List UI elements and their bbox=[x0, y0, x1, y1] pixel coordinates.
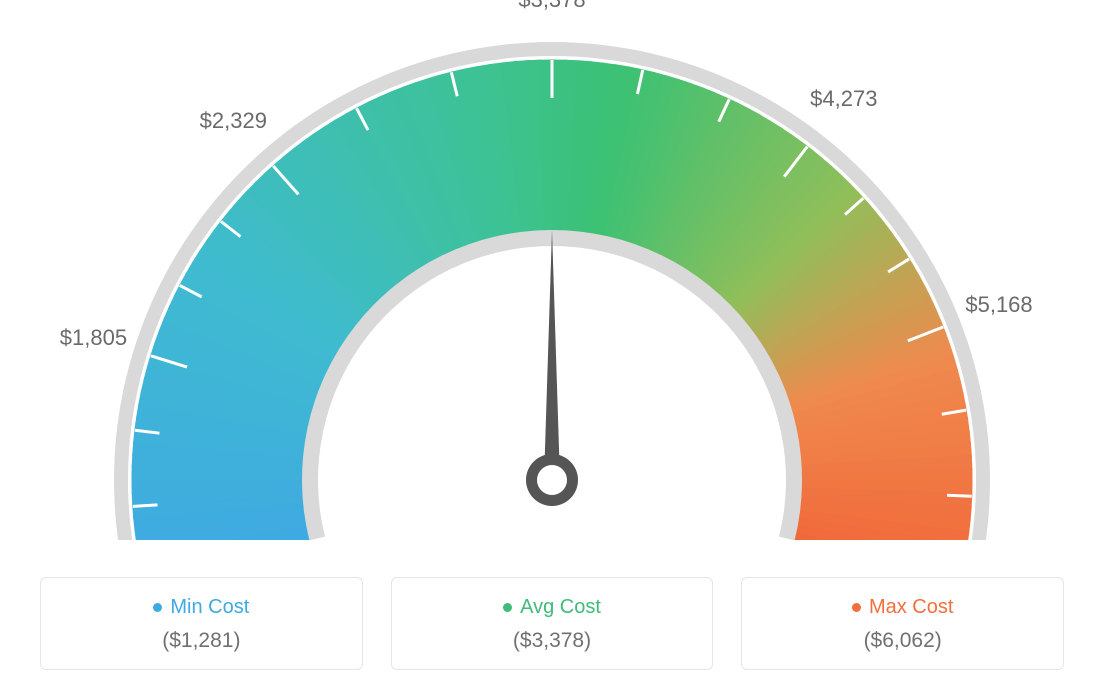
dot-icon bbox=[852, 603, 861, 612]
needle-base-hole bbox=[537, 465, 567, 495]
dot-icon bbox=[153, 603, 162, 612]
legend-title-max: Max Cost bbox=[852, 596, 953, 619]
gauge-tick-label: $4,273 bbox=[810, 86, 877, 112]
dot-icon bbox=[503, 603, 512, 612]
legend-value-min: ($1,281) bbox=[61, 629, 342, 653]
gauge-tick-label: $3,378 bbox=[518, 0, 585, 13]
gauge-tick-label: $5,168 bbox=[965, 292, 1032, 318]
legend-title-min: Min Cost bbox=[153, 596, 249, 619]
gauge-chart: $1,281$1,805$2,329$3,378$4,273$5,168$6,0… bbox=[0, 0, 1104, 540]
legend-value-max: ($6,062) bbox=[762, 629, 1043, 653]
gauge-tick-label: $1,805 bbox=[60, 325, 127, 351]
legend-row: Min Cost ($1,281) Avg Cost ($3,378) Max … bbox=[0, 577, 1104, 670]
legend-title-text: Avg Cost bbox=[520, 596, 601, 619]
legend-card-avg: Avg Cost ($3,378) bbox=[391, 577, 714, 670]
legend-card-max: Max Cost ($6,062) bbox=[741, 577, 1064, 670]
gauge-needle bbox=[544, 230, 560, 480]
gauge-tick-label: $2,329 bbox=[200, 108, 267, 134]
gauge-svg bbox=[0, 0, 1104, 540]
legend-value-avg: ($3,378) bbox=[412, 629, 693, 653]
legend-title-avg: Avg Cost bbox=[503, 596, 601, 619]
legend-title-text: Max Cost bbox=[869, 596, 953, 619]
legend-card-min: Min Cost ($1,281) bbox=[40, 577, 363, 670]
legend-title-text: Min Cost bbox=[170, 596, 249, 619]
